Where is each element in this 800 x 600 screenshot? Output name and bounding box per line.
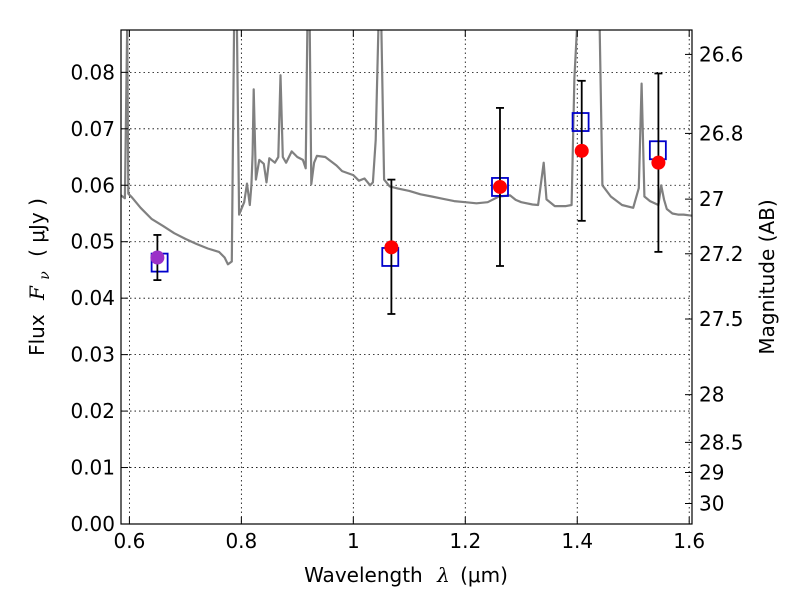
- x-tick-label: 1.6: [673, 529, 705, 553]
- observed-point: [651, 155, 666, 170]
- x-axis-label: Wavelength λ (μm): [304, 563, 508, 587]
- y2-axis-label: Magnitude (AB): [755, 199, 779, 354]
- x-tick-label: 0.8: [225, 529, 257, 553]
- x-tick-label: 1.2: [449, 529, 481, 553]
- plot-frame: [120, 29, 693, 525]
- x-tick-labels: 0.6 0.8 1 1.2 1.4 1.6: [113, 529, 705, 553]
- y-tick-label: 0.01: [70, 456, 115, 480]
- y2-tick-label: 26.6: [699, 42, 744, 66]
- y-tick-label: 0.03: [70, 343, 115, 367]
- y-tick-label: 0.08: [70, 60, 115, 84]
- y-tick-label: 0.04: [70, 286, 115, 310]
- x-tick-label: 1: [347, 529, 360, 553]
- plot-area: [121, 30, 692, 524]
- y-axis-label: Flux F ν ( μJy ): [25, 198, 54, 356]
- y-tick-label: 0.05: [70, 230, 115, 254]
- observed-point: [150, 250, 165, 265]
- y-tick-label: 0.02: [70, 399, 115, 423]
- y-tick-label: 0.07: [70, 117, 115, 141]
- y2-tick-labels: 26.6 26.8 27 27.2 27.5 28 28.5 29 30: [699, 42, 744, 515]
- observed-point: [492, 179, 507, 194]
- observed-points: [150, 143, 666, 265]
- y-tick-label: 0.06: [70, 173, 115, 197]
- y2-tick-label: 29: [699, 461, 724, 485]
- y-tick-label: 0.00: [70, 512, 115, 536]
- y-tick-labels: 0.00 0.01 0.02 0.03 0.04 0.05 0.06 0.07 0.08: [70, 60, 115, 536]
- y2-tick-label: 27.2: [699, 242, 744, 266]
- x-tick-label: 0.6: [113, 529, 145, 553]
- axis-ticks: [121, 30, 692, 525]
- observed-point: [384, 240, 399, 255]
- x-tick-label: 1.4: [561, 529, 593, 553]
- y2-tick-label: 27: [699, 187, 724, 211]
- y2-tick-label: 28: [699, 383, 724, 407]
- model-band-square: [571, 112, 590, 132]
- y2-tick-label: 26.8: [699, 121, 744, 145]
- observed-point: [574, 143, 589, 158]
- y2-tick-label: 27.5: [699, 307, 744, 331]
- y2-tick-label: 28.5: [699, 430, 744, 454]
- model-spectrum-line: [121, 30, 692, 266]
- y2-tick-label: 30: [699, 492, 724, 516]
